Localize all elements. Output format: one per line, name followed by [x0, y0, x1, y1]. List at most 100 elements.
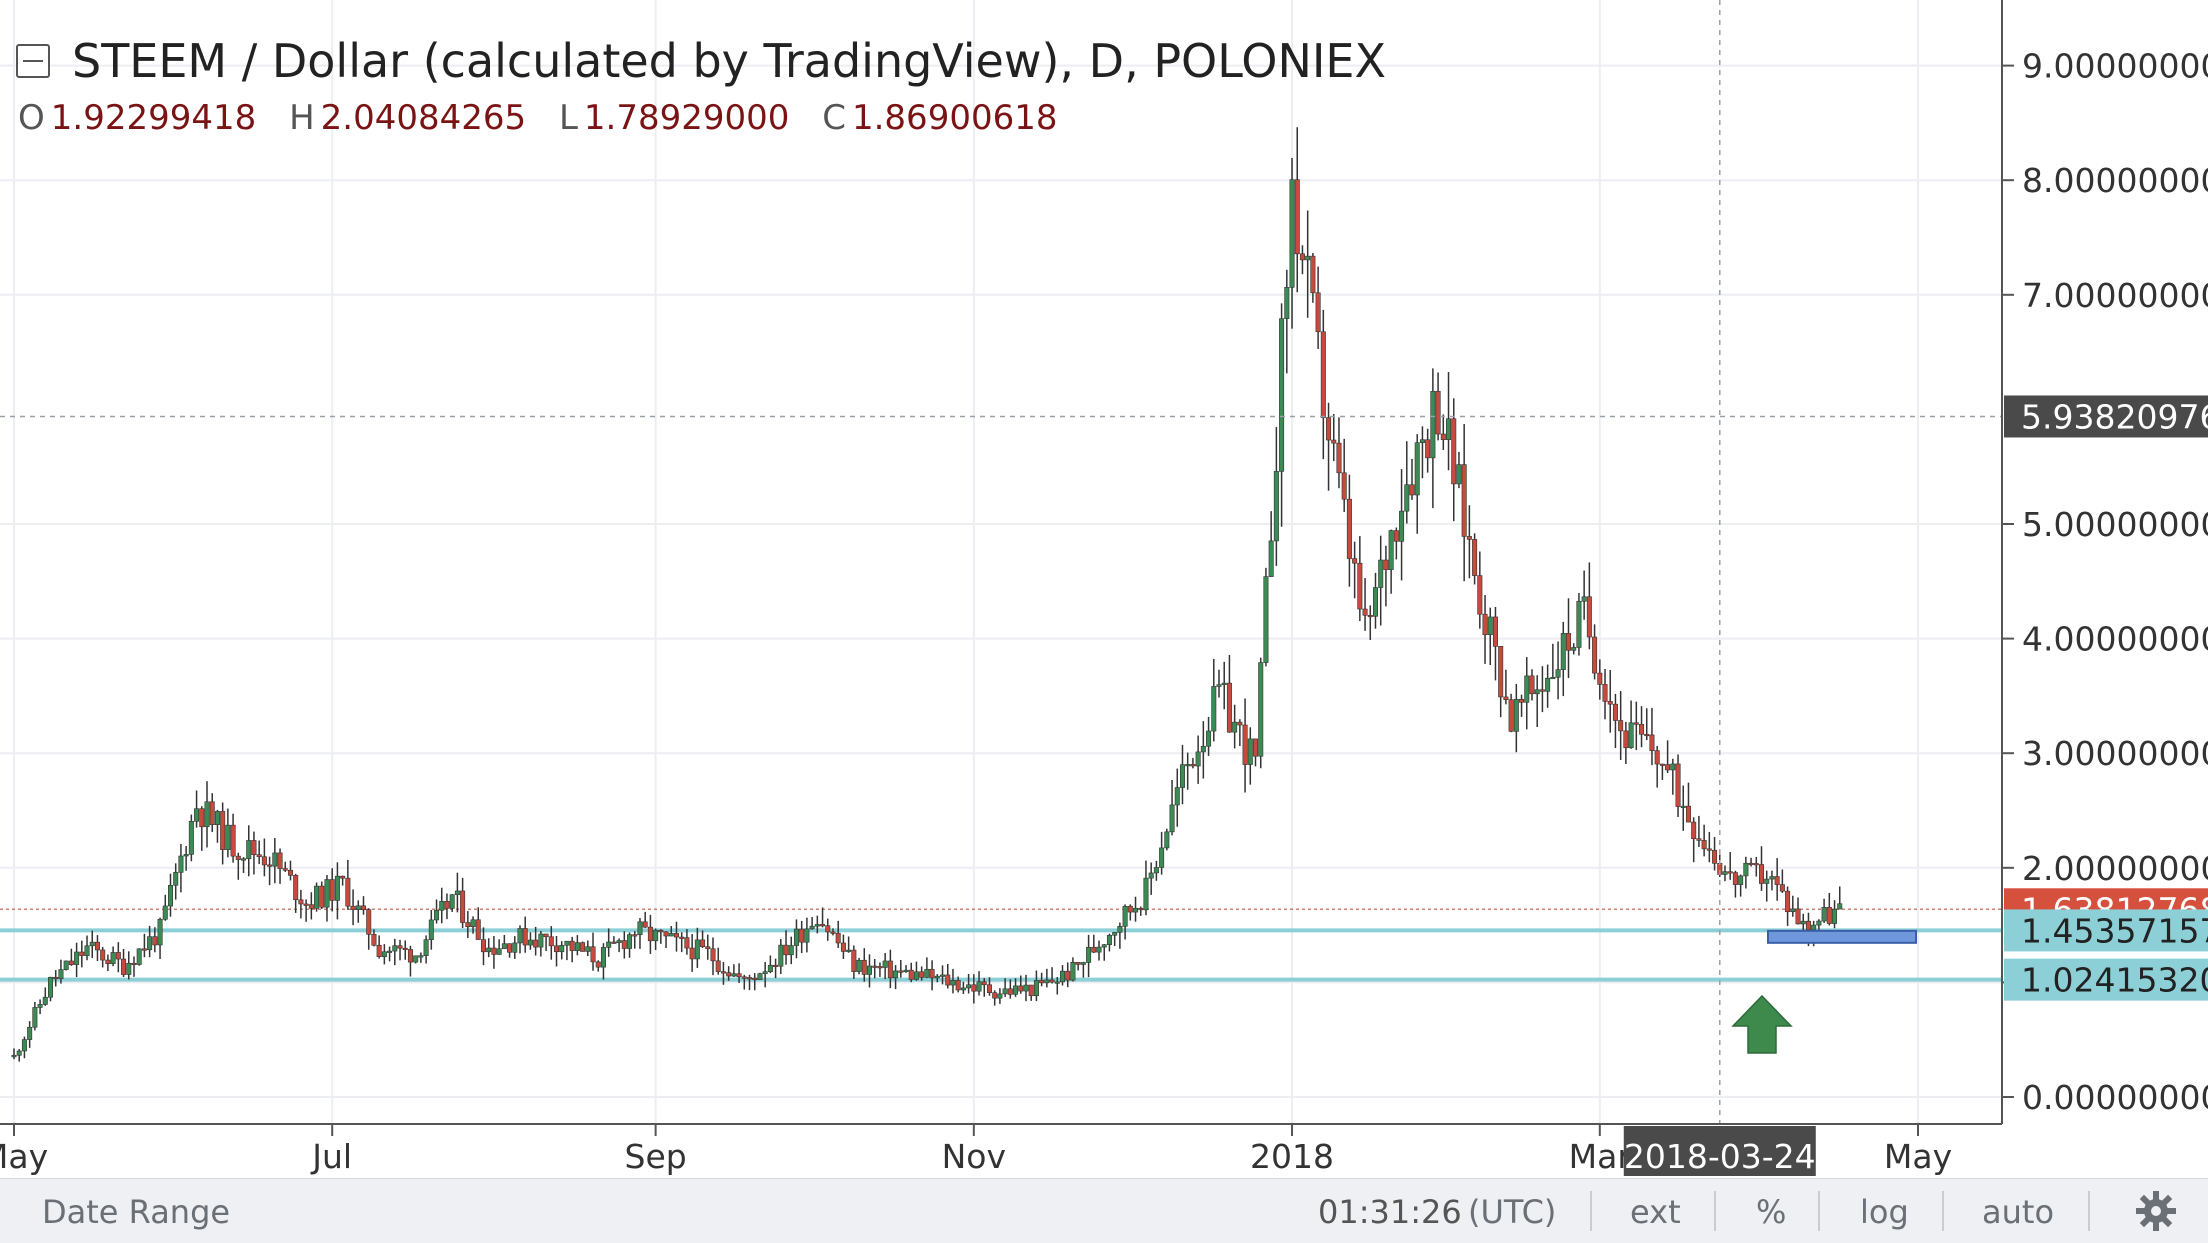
candle-body [1560, 633, 1566, 670]
toolbar-divider [1818, 1191, 1820, 1231]
close-value: 1.86900618 [851, 98, 1058, 138]
candle-body [736, 973, 742, 978]
candle-body [1096, 946, 1102, 953]
candle-body [491, 947, 497, 955]
candle-body [418, 955, 424, 958]
candle-body [1399, 510, 1405, 542]
candle-body [1722, 871, 1728, 875]
candle-body [1785, 890, 1791, 913]
candle-body [1211, 686, 1217, 732]
candle-body [533, 939, 539, 948]
timezone-button[interactable]: (UTC) [1468, 1193, 1557, 1231]
candle-body [1117, 926, 1123, 933]
drawn-rectangle[interactable] [1767, 929, 1917, 944]
candle-body [846, 949, 852, 952]
candle-body [653, 929, 659, 942]
candle-body [1039, 980, 1045, 984]
candle-body [345, 877, 351, 907]
candle-body [1169, 804, 1175, 833]
candle-body [1498, 646, 1504, 698]
candle-body [397, 945, 403, 949]
candle-body [496, 948, 502, 955]
price-axis: 0.000000001.000000002.000000003.00000000… [2002, 47, 2208, 1117]
candle-body [100, 949, 106, 961]
candle-body [501, 943, 507, 950]
candle-body [214, 811, 220, 826]
candle-body [783, 944, 789, 956]
price-chart[interactable]: 0.000000001.000000002.000000003.00000000… [0, 0, 2208, 1178]
candle-body [141, 948, 147, 951]
percent-toggle[interactable]: % [1756, 1193, 1787, 1231]
candle-body [1435, 391, 1441, 435]
candle-body [303, 903, 309, 906]
open-label: O [18, 98, 45, 138]
candle-body [16, 1050, 22, 1056]
y-tick-label: 0.00000000 [2022, 1078, 2208, 1117]
candle-body [1586, 596, 1592, 638]
chart-header: STEEM / Dollar (calculated by TradingVie… [16, 28, 1386, 94]
candle-body [950, 980, 956, 986]
candle-body [131, 962, 137, 966]
candle-body [1086, 946, 1092, 963]
candle-body [324, 879, 330, 908]
candle-body [1440, 433, 1446, 440]
candle-body [658, 929, 664, 933]
candle-body [1023, 984, 1029, 992]
candle-body [1263, 576, 1269, 663]
candle-body [475, 919, 481, 940]
candle-body [256, 854, 262, 858]
candle-body [1477, 575, 1483, 615]
candle-body [1805, 920, 1811, 931]
candle-body [314, 885, 320, 909]
candle-body [877, 966, 883, 969]
candle-body [752, 977, 758, 980]
candle-body [1826, 907, 1832, 924]
candle-body [334, 875, 340, 901]
crosshair-date-bg [1623, 1126, 1816, 1176]
candle-body [449, 894, 455, 909]
candle-body [1430, 391, 1436, 459]
candle-body [945, 974, 951, 986]
candle-body [1237, 721, 1243, 726]
log-toggle[interactable]: log [1860, 1193, 1909, 1231]
candle-body [642, 921, 648, 928]
collapse-legend-icon[interactable] [16, 44, 50, 78]
candle-body [700, 939, 706, 947]
candle-body [1738, 875, 1744, 885]
candle-body [1091, 946, 1097, 953]
candle-body [366, 909, 372, 935]
candle-body [1816, 920, 1822, 926]
candle-body [1612, 703, 1618, 721]
candle-body [882, 960, 888, 968]
candle-body [866, 965, 872, 975]
up-arrow-icon[interactable] [1731, 994, 1793, 1054]
candle-body [1519, 698, 1525, 703]
candle-body [1790, 908, 1796, 913]
candle-body [1727, 871, 1733, 874]
candle-body [1774, 876, 1780, 885]
candle-body [1346, 498, 1352, 559]
candle-body [1268, 540, 1274, 577]
candle-body [89, 941, 95, 947]
candle-body [1378, 559, 1384, 588]
candle-body [762, 971, 768, 974]
candle-body [1482, 613, 1488, 636]
candle-body [684, 937, 690, 949]
candle-body [1279, 318, 1285, 472]
gear-icon[interactable] [2134, 1189, 2178, 1233]
auto-toggle[interactable]: auto [1982, 1193, 2055, 1231]
candle-body [37, 1004, 43, 1008]
candle-body [1581, 596, 1587, 602]
candle-body [1832, 908, 1838, 924]
support-lines [0, 908, 2002, 982]
candle-body [1258, 662, 1264, 757]
candle-body [167, 884, 173, 907]
candle-body [147, 936, 153, 951]
candle-body [1185, 764, 1191, 767]
candle-body [1336, 442, 1342, 474]
candle-body [465, 922, 471, 927]
candle-body [1060, 970, 1066, 983]
ext-toggle[interactable]: ext [1630, 1193, 1681, 1231]
date-range-button[interactable]: Date Range [42, 1193, 231, 1231]
candle-body [1362, 608, 1368, 616]
